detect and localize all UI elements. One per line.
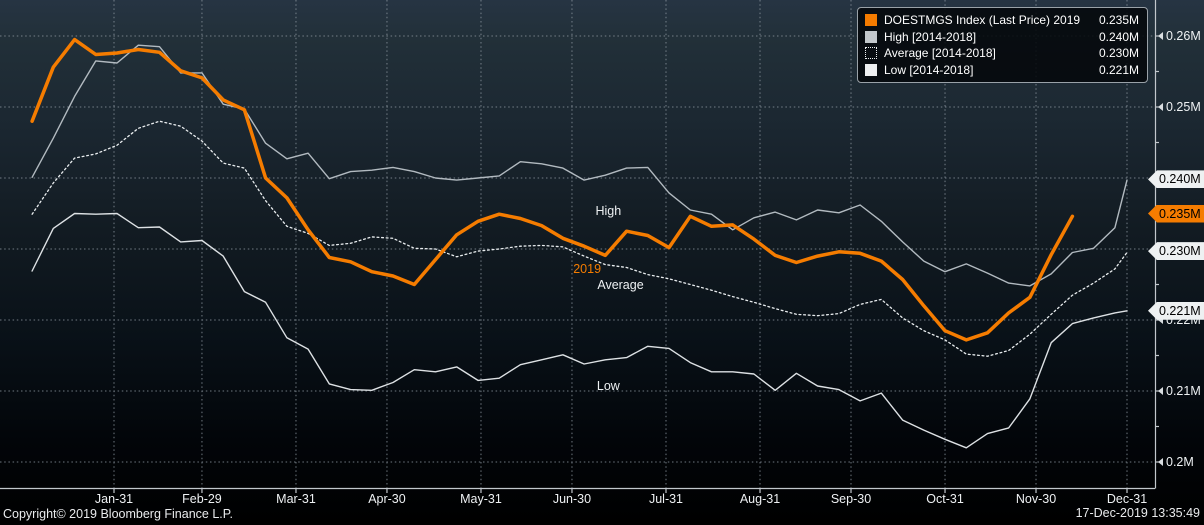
copyright-text: Copyright© 2019 Bloomberg Finance L.P.	[3, 507, 233, 521]
x-tick-label-Jan-31: Jan-31	[94, 492, 134, 506]
x-tick-label-Apr-30: Apr-30	[368, 492, 406, 506]
y-tick-label-0.21M: 0.21M	[1158, 384, 1201, 398]
legend-row-average[interactable]: Average [2014-2018] 0.230M	[865, 45, 1139, 62]
axis-badge-0.240M: 0.240M	[1148, 170, 1204, 189]
legend-value: 0.240M	[1098, 29, 1139, 44]
legend-row-high[interactable]: High [2014-2018] 0.240M	[865, 29, 1139, 46]
x-tick-label-Mar-31: Mar-31	[276, 492, 316, 506]
x-tick-label-Dec-31: Dec-31	[1106, 492, 1148, 506]
y-tick-label-0.26M: 0.26M	[1158, 29, 1201, 43]
legend-value: 0.221M	[1098, 62, 1139, 77]
x-tick-label-May-31: May-31	[460, 492, 502, 506]
series-last-price-2019-line	[30, 37, 1075, 342]
x-tick-label-Nov-30: Nov-30	[1015, 492, 1057, 506]
legend-swatch-high-icon	[865, 30, 877, 43]
legend-label: Average [2014-2018]	[884, 46, 996, 61]
legend-swatch-average-icon	[865, 47, 877, 60]
legend-value: 0.235M	[1098, 13, 1139, 28]
x-tick-label-Sep-30: Sep-30	[830, 492, 872, 506]
x-tick-label-Oct-31: Oct-31	[926, 492, 964, 506]
y-tick-label-0.25M: 0.25M	[1158, 100, 1201, 114]
series-average-line	[31, 120, 1128, 357]
legend-row-last-price-2019[interactable]: DOESTMGS Index (Last Price) 2019 0.235M	[865, 12, 1139, 29]
x-tick-label-Feb-29: Feb-29	[182, 492, 222, 506]
x-tick-label-Jun-30: Jun-30	[552, 492, 592, 506]
legend-swatch-last-price-2019-icon	[865, 14, 877, 27]
axis-badge-0.221M: 0.221M	[1148, 301, 1204, 320]
series-low-line	[31, 212, 1128, 449]
chart-annotation-high: High	[595, 204, 622, 219]
legend-swatch-low-icon	[865, 63, 877, 76]
legend-label: Low [2014-2018]	[884, 62, 974, 77]
legend-row-low[interactable]: Low [2014-2018] 0.221M	[865, 62, 1139, 79]
x-tick-label-Aug-31: Aug-31	[739, 492, 781, 506]
timestamp-text: 17-Dec-2019 13:35:49	[1075, 506, 1200, 520]
legend-value: 0.230M	[1098, 46, 1139, 61]
legend-label: DOESTMGS Index (Last Price) 2019	[884, 13, 1081, 28]
chart-annotation-average: Average	[597, 277, 644, 292]
y-tick-label-0.2M: 0.2M	[1158, 455, 1194, 469]
legend-label: High [2014-2018]	[884, 29, 977, 44]
x-tick-label-Jul-31: Jul-31	[648, 492, 684, 506]
axis-badge-0.235M: 0.235M	[1148, 204, 1204, 223]
chart-annotation-2019: 2019	[573, 261, 602, 276]
chart-annotation-low: Low	[596, 379, 620, 394]
chart-legend: DOESTMGS Index (Last Price) 2019 0.235M Hi…	[857, 7, 1148, 83]
axis-badge-0.230M: 0.230M	[1148, 242, 1204, 261]
